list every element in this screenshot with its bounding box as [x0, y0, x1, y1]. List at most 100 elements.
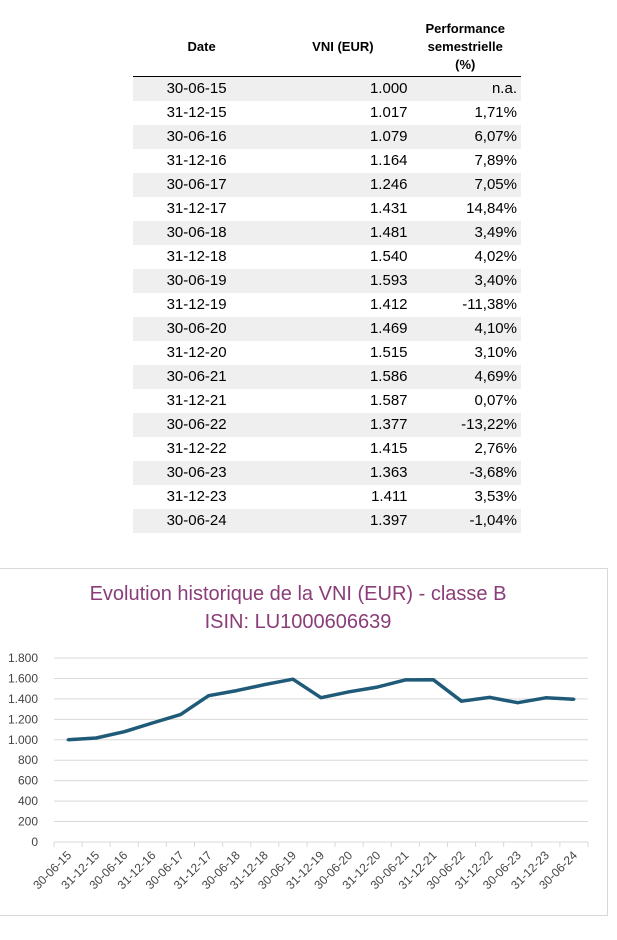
performance-cell: 0,07%: [474, 392, 517, 409]
y-tick-label: 1.600: [8, 671, 38, 685]
data-point: [516, 701, 520, 705]
table-row: 30-06-20 1.469 4,10%: [133, 317, 521, 341]
date-cell: 30-06-18: [133, 221, 271, 245]
data-point: [178, 713, 182, 717]
chart-title-line2: ISIN: LU1000606639: [205, 611, 392, 633]
y-tick-label: 400: [18, 794, 38, 808]
performance-cell: 3,40%: [415, 269, 521, 293]
date-cell: 30-06-20: [133, 317, 271, 341]
performance-cell: 2,76%: [474, 440, 517, 457]
performance-header-line1: Performance: [425, 21, 505, 36]
performance-cell: -11,38%: [462, 296, 517, 313]
date-cell: 31-12-17: [166, 200, 227, 217]
vni-cell: 1.593: [270, 269, 416, 293]
date-cell: 30-06-21: [133, 365, 271, 389]
data-point: [122, 730, 126, 734]
vni-cell: 1.079: [270, 125, 416, 149]
date-cell: 31-12-16: [166, 152, 227, 169]
performance-cell: n.a.: [415, 76, 521, 101]
vni-header: VNI (EUR): [312, 39, 374, 54]
data-point: [263, 683, 267, 687]
vni-cell: 1.481: [270, 221, 416, 245]
performance-cell: 6,07%: [415, 125, 521, 149]
date-header: Date: [187, 39, 216, 54]
x-axis-ticks: 30-06-1531-12-1530-06-1631-12-1630-06-17…: [30, 848, 580, 892]
performance-header-line3: (%): [455, 57, 476, 72]
vni-cell: 1.017: [369, 104, 408, 121]
vni-cell: 1.000: [270, 76, 416, 101]
table-row: 30-06-24 1.397 -1,04%: [133, 509, 521, 533]
chart-svg: Evolution historique de la VNI (EUR) - c…: [8, 583, 589, 892]
y-axis-ticks: 0 200 400 600 800 1.000 1.200 1.400 1.600 1.800: [8, 651, 38, 849]
date-cell: 30-06-23: [133, 461, 271, 485]
table-row: 30-06-16 1.079 6,07%: [133, 125, 521, 149]
data-point: [347, 690, 351, 694]
date-cell: 31-12-23: [166, 488, 227, 505]
table-row: 31-12-17 1.431 14,84%: [133, 197, 521, 221]
data-point: [572, 697, 576, 701]
performance-cell: 3,49%: [415, 221, 521, 245]
date-cell: 31-12-22: [166, 440, 227, 457]
vni-cell: 1.377: [270, 413, 416, 437]
vni-cell: 1.411: [371, 488, 408, 505]
vni-cell: 1.415: [369, 440, 408, 457]
y-tick-label: 600: [18, 774, 38, 788]
data-point: [431, 678, 435, 682]
date-cell: 30-06-22: [133, 413, 271, 437]
performance-cell: 4,69%: [415, 365, 521, 389]
y-tick-label: 200: [18, 815, 38, 829]
vni-cell: 1.363: [270, 461, 416, 485]
data-point: [150, 721, 154, 725]
data-point: [207, 694, 211, 698]
performance-cell: -1,04%: [415, 509, 521, 533]
date-cell: 31-12-15: [166, 104, 227, 121]
table-header-row: Date VNI (EUR) Performance semestrielle …: [133, 18, 521, 77]
table-row: 30-06-19 1.593 3,40%: [133, 269, 521, 293]
performance-cell: 3,10%: [474, 344, 517, 361]
nav-table: Date VNI (EUR) Performance semestrielle …: [133, 18, 521, 533]
table-row: 30-06-21 1.586 4,69%: [133, 365, 521, 389]
vni-cell: 1.412: [369, 296, 408, 313]
table-row: 31-12-20 1.515 3,10%: [133, 341, 521, 365]
table-row: 31-12-18 1.540 4,02%: [133, 245, 521, 269]
y-tick-label: 0: [31, 835, 38, 849]
performance-cell: 7,89%: [474, 152, 517, 169]
data-point: [460, 699, 464, 703]
vni-cell: 1.431: [369, 200, 408, 217]
table-body: 30-06-15 1.000 n.a. 31-12-15 1.017 1,71% 30-06…: [133, 76, 521, 533]
data-point: [94, 736, 98, 740]
table-row: 30-06-23 1.363 -3,68%: [133, 461, 521, 485]
series-line-layer: [66, 677, 576, 742]
table-row: 31-12-19 1.412 -11,38%: [133, 293, 521, 317]
table-row: 30-06-22 1.377 -13,22%: [133, 413, 521, 437]
table-row: 31-12-16 1.164 7,89%: [133, 149, 521, 173]
date-cell: 30-06-16: [133, 125, 271, 149]
date-cell: 30-06-17: [133, 173, 271, 197]
table-row: 30-06-15 1.000 n.a.: [133, 76, 521, 101]
table-row: 31-12-22 1.415 2,76%: [133, 437, 521, 461]
data-point: [375, 685, 379, 689]
data-point: [66, 738, 70, 742]
date-cell: 30-06-24: [133, 509, 271, 533]
performance-cell: -13,22%: [415, 413, 521, 437]
date-cell: 31-12-20: [166, 344, 227, 361]
table-row: 31-12-23 1.411 3,53%: [133, 485, 521, 509]
vni-cell: 1.397: [270, 509, 416, 533]
performance-cell: 1,71%: [474, 104, 517, 121]
vni-cell: 1.246: [270, 173, 416, 197]
vni-cell: 1.540: [369, 248, 408, 265]
y-tick-label: 1.800: [8, 651, 38, 665]
performance-cell: 7,05%: [415, 173, 521, 197]
gridlines: [53, 657, 589, 847]
performance-cell: 3,53%: [474, 488, 517, 505]
data-point: [319, 696, 323, 700]
vni-cell: 1.586: [270, 365, 416, 389]
table-row: 30-06-18 1.481 3,49%: [133, 221, 521, 245]
y-tick-label: 1.000: [8, 733, 38, 747]
table-row: 31-12-15 1.017 1,71%: [133, 101, 521, 125]
date-cell: 30-06-19: [133, 269, 271, 293]
y-tick-label: 800: [18, 753, 38, 767]
vni-cell: 1.469: [270, 317, 416, 341]
data-point: [544, 696, 548, 700]
data-point: [235, 689, 239, 693]
